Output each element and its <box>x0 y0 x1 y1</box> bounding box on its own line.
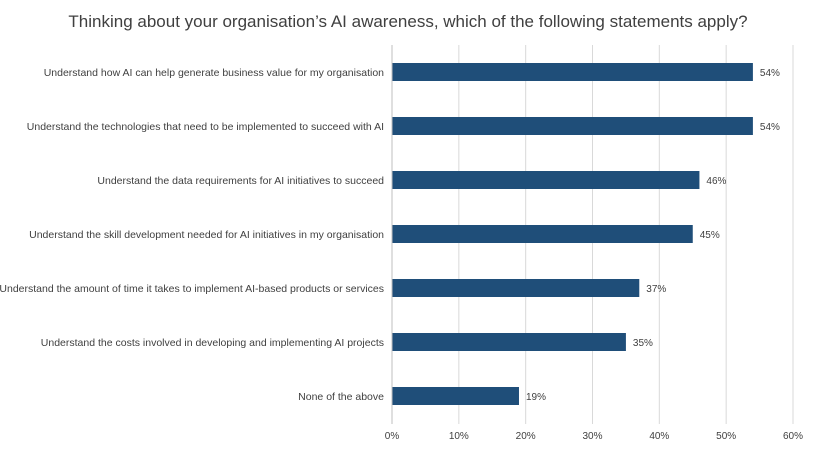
data-label: 35% <box>633 338 653 349</box>
category-label: Understand the amount of time it takes t… <box>0 283 384 295</box>
bars <box>392 63 753 405</box>
x-tick-label: 60% <box>783 431 803 442</box>
chart-title: Thinking about your organisation’s AI aw… <box>68 12 747 31</box>
category-label: Understand the data requirements for AI … <box>97 175 384 187</box>
value-labels: 54% 54% 46% 45% 37% 35% 19% <box>526 68 780 403</box>
x-tick-label: 30% <box>582 431 602 442</box>
bar <box>392 387 519 405</box>
x-tick-label: 20% <box>516 431 536 442</box>
bar <box>392 171 700 189</box>
category-label: Understand the technologies that need to… <box>27 121 384 133</box>
category-label: None of the above <box>298 391 384 403</box>
category-label: Understand the costs involved in develop… <box>41 337 384 349</box>
data-label: 54% <box>760 122 780 133</box>
bar <box>392 63 753 81</box>
x-tick-label: 40% <box>649 431 669 442</box>
x-tick-label: 0% <box>385 431 400 442</box>
data-label: 46% <box>706 176 726 187</box>
category-label: Understand how AI can help generate busi… <box>44 67 384 79</box>
data-label: 45% <box>700 230 720 241</box>
bar <box>392 279 640 297</box>
data-label: 19% <box>526 392 546 403</box>
bar <box>392 333 626 351</box>
bar <box>392 117 753 135</box>
category-label: Understand the skill development needed … <box>29 229 384 241</box>
x-axis-tick-labels: 0% 10% 20% 30% 40% 50% 60% <box>385 431 803 442</box>
category-labels: Understand how AI can help generate busi… <box>0 67 384 403</box>
data-label: 37% <box>646 284 666 295</box>
data-label: 54% <box>760 68 780 79</box>
x-tick-label: 50% <box>716 431 736 442</box>
x-tick-label: 10% <box>449 431 469 442</box>
bar <box>392 225 693 243</box>
